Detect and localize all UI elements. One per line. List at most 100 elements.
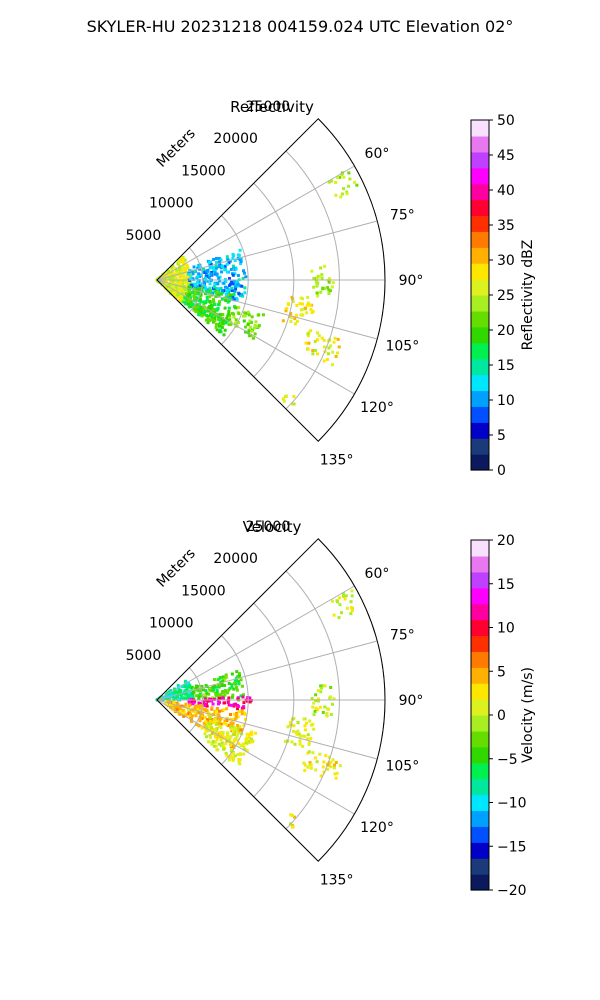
echo-gate [217, 315, 221, 319]
echo-gate [338, 596, 342, 600]
echo-gate [246, 310, 250, 314]
echo-gate [196, 288, 200, 292]
echo-gate [345, 190, 349, 194]
echo-gate [289, 320, 293, 324]
echo-gate [162, 697, 166, 701]
echo-gate [182, 714, 186, 718]
echo-gate [341, 592, 345, 596]
echo-gate [316, 274, 320, 278]
echo-gate [210, 706, 214, 710]
echo-gate [247, 739, 251, 743]
echo-gate [219, 258, 223, 262]
echo-gate [190, 269, 194, 273]
echo-gate [315, 352, 319, 356]
echo-gate [217, 685, 221, 689]
echo-gate [224, 321, 228, 325]
echo-gate [185, 685, 189, 689]
colorbar-segment [471, 555, 489, 573]
echo-gate [314, 768, 318, 772]
echo-gate [215, 731, 219, 735]
echo-gate [222, 289, 226, 293]
echo-gate [337, 345, 341, 349]
echo-gate [292, 402, 296, 406]
echo-gate [180, 259, 184, 263]
echo-gate [227, 277, 231, 281]
echo-gate [231, 755, 235, 759]
echo-gate [173, 267, 177, 271]
echo-gate [222, 736, 226, 740]
echo-gate [204, 723, 208, 727]
echo-gate [231, 751, 235, 755]
echo-gate [236, 282, 240, 286]
azimuth-tick-label: 75° [390, 627, 415, 643]
echo-gate [242, 745, 246, 749]
echo-gate [306, 765, 310, 769]
echo-gate [216, 303, 220, 307]
echo-gate [331, 350, 335, 354]
echo-gate [219, 292, 223, 296]
echo-gate [187, 272, 191, 276]
echo-gate [183, 263, 187, 267]
echo-gate [338, 175, 342, 179]
echo-gate [226, 314, 230, 318]
echo-gate [217, 287, 221, 291]
echo-gate [225, 290, 229, 294]
echo-gate [193, 283, 197, 287]
echo-gate [235, 707, 239, 711]
colorbar-tick-label: 5 [497, 664, 506, 680]
echo-gate [238, 248, 242, 252]
echo-gate [227, 261, 231, 265]
echo-gate [319, 684, 323, 688]
colorbar-segment [471, 683, 489, 700]
echo-gate [323, 705, 327, 709]
echo-gate [324, 754, 328, 758]
echo-gate [180, 704, 184, 708]
echo-gate [206, 699, 210, 703]
colorbar-segment [471, 135, 489, 153]
colorbar-segment [471, 874, 489, 891]
echo-gate [199, 688, 203, 692]
echo-gate [188, 685, 192, 689]
echo-gate [257, 324, 261, 328]
colorbar-segment [471, 358, 489, 376]
echo-gate [333, 336, 337, 340]
echo-gate [195, 704, 199, 708]
echo-gate [183, 258, 187, 262]
echo-gate [331, 363, 335, 367]
echo-gate [198, 284, 202, 288]
echo-gate [196, 689, 200, 693]
echo-gate [221, 731, 225, 735]
echo-gate [194, 723, 198, 727]
echo-gate [205, 729, 209, 733]
echo-gate [196, 302, 200, 306]
echo-gate [208, 282, 212, 286]
echo-gate [212, 688, 216, 692]
echo-gate [227, 293, 231, 297]
echo-gate [195, 308, 199, 312]
echo-gate [345, 606, 349, 610]
echo-gate [176, 697, 180, 701]
echo-gate [316, 294, 320, 298]
echo-gate [312, 713, 316, 717]
echo-gate [249, 731, 253, 735]
echo-gate [350, 609, 354, 613]
echo-gate [320, 276, 324, 280]
sector-outline [156, 538, 386, 862]
echo-gate [225, 270, 229, 274]
echo-gate [300, 308, 304, 312]
echo-gate [235, 728, 239, 732]
echo-gate [192, 287, 196, 291]
echo-gate [315, 760, 319, 764]
echo-gate [191, 702, 195, 706]
echo-gate [309, 329, 313, 333]
echo-gate [319, 266, 323, 270]
echo-gate [230, 717, 234, 721]
echo-gate [235, 297, 239, 301]
echo-gate [212, 298, 216, 302]
echo-gate [179, 269, 183, 273]
echo-gate [175, 290, 179, 294]
echo-gate [210, 270, 214, 274]
echo-gate [319, 290, 323, 294]
echo-gate [193, 269, 197, 273]
